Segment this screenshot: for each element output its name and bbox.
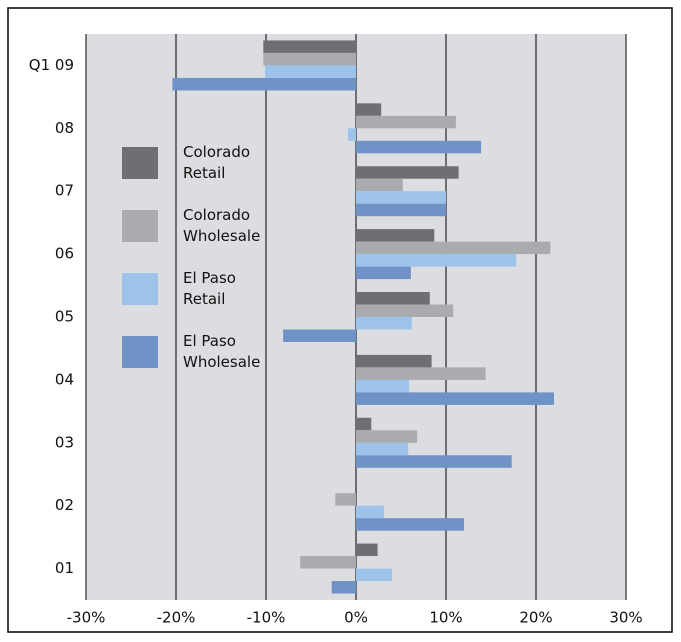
bar — [356, 430, 418, 443]
legend-swatch — [122, 336, 158, 368]
legend-swatch — [122, 210, 158, 242]
legend-label: El Paso Wholesale — [183, 332, 261, 371]
bar — [356, 229, 435, 242]
y-tick-label: 02 — [55, 496, 74, 514]
bar — [356, 417, 372, 431]
bar — [347, 128, 356, 141]
bar — [356, 317, 412, 330]
y-tick-label: 01 — [55, 559, 74, 577]
bar — [356, 115, 456, 129]
bar — [172, 77, 356, 91]
bar — [356, 367, 486, 380]
bar — [331, 581, 356, 594]
bar — [356, 518, 464, 531]
legend-label: Colorado Retail — [183, 143, 251, 182]
x-tick-label: 20% — [519, 609, 552, 627]
legend-swatch — [122, 273, 158, 305]
bar — [356, 505, 384, 519]
bar — [265, 65, 356, 78]
bar — [283, 329, 356, 342]
legend-label: El Paso Retail — [183, 269, 236, 308]
bar — [356, 379, 410, 393]
bar — [356, 191, 446, 204]
bar — [356, 241, 551, 255]
x-tick-label: 0% — [344, 609, 368, 627]
bar — [356, 442, 409, 456]
bar — [356, 166, 459, 179]
y-tick-label: 05 — [55, 308, 74, 326]
legend-label: Colorado Wholesale — [183, 206, 261, 245]
x-tick-label: 30% — [609, 609, 642, 627]
bar — [356, 266, 411, 280]
y-tick-label: 06 — [55, 245, 74, 263]
bar — [356, 304, 454, 317]
bar — [263, 40, 356, 53]
bar — [300, 556, 356, 569]
x-tick-label: 10% — [429, 609, 462, 627]
bar — [356, 178, 403, 192]
x-tick-label: -10% — [247, 609, 286, 627]
bar — [356, 392, 554, 405]
bar — [356, 140, 482, 154]
bar — [335, 493, 356, 506]
bar — [356, 254, 517, 267]
bar — [356, 354, 432, 368]
y-tick-label: 04 — [55, 370, 74, 388]
bar — [356, 455, 512, 468]
y-tick-label: 03 — [55, 433, 74, 451]
bar — [356, 568, 392, 582]
legend-swatch — [122, 147, 158, 179]
bar — [356, 543, 378, 557]
y-tick-label: 07 — [55, 182, 74, 200]
y-tick-label: 08 — [55, 119, 74, 137]
x-tick-label: -30% — [67, 609, 106, 627]
bar — [356, 203, 446, 217]
y-tick-label: Q1 09 — [29, 56, 74, 74]
bar — [356, 103, 382, 116]
x-tick-label: -20% — [157, 609, 196, 627]
bar — [356, 292, 430, 305]
bar — [263, 52, 356, 66]
